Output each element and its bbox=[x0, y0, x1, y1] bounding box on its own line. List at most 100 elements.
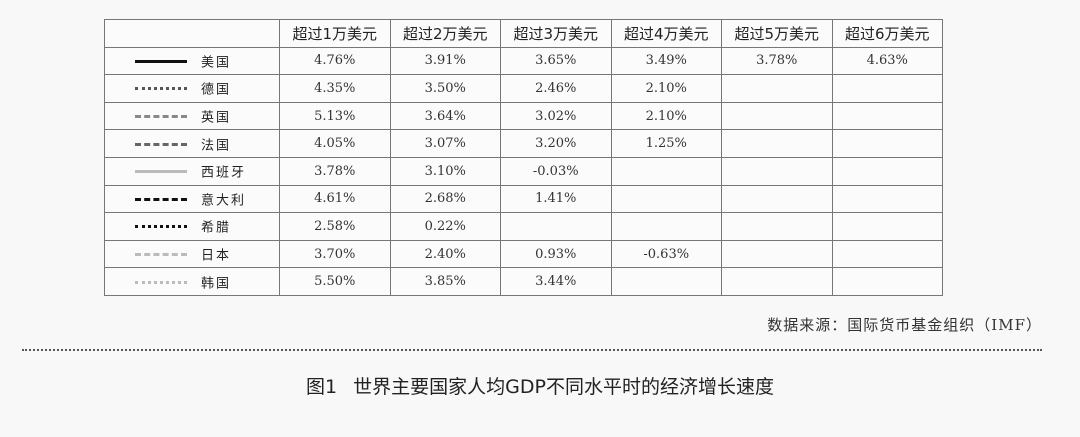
growth-value-cell bbox=[721, 129, 833, 158]
table-row: 西班牙 3.78% 3.10% -0.03% bbox=[104, 156, 943, 186]
legend-cell: 法国 bbox=[104, 129, 280, 158]
table-row: 英国 5.13% 3.64% 3.02% 2.10% bbox=[104, 101, 943, 131]
header-cell-legend bbox=[104, 19, 280, 48]
country-label: 法国 bbox=[201, 138, 232, 154]
growth-value-cell bbox=[721, 267, 833, 296]
growth-value-cell bbox=[831, 239, 943, 269]
growth-value-cell bbox=[610, 184, 722, 214]
growth-value-cell bbox=[721, 156, 833, 186]
growth-value-cell: 3.78% bbox=[721, 46, 833, 76]
growth-value-cell: -0.63% bbox=[610, 239, 722, 269]
growth-value-cell: 3.85% bbox=[389, 267, 501, 296]
growth-value-cell: 2.46% bbox=[500, 74, 612, 103]
table-row: 法国 4.05% 3.07% 3.20% 1.25% bbox=[104, 129, 943, 158]
growth-value-cell: 5.13% bbox=[279, 101, 391, 131]
table-row: 德国 4.35% 3.50% 2.46% 2.10% bbox=[104, 74, 943, 103]
growth-value-cell: 3.78% bbox=[279, 156, 391, 186]
growth-value-cell: 1.41% bbox=[500, 184, 612, 214]
growth-value-cell: 3.44% bbox=[500, 267, 612, 296]
growth-value-cell: 2.68% bbox=[389, 184, 501, 214]
header-cell: 超过4万美元 bbox=[610, 19, 722, 48]
header-cell: 超过1万美元 bbox=[279, 19, 391, 48]
table-row: 美国 4.76% 3.91% 3.65% 3.49% 3.78% 4.63% bbox=[104, 46, 943, 76]
growth-value-cell: 0.22% bbox=[389, 212, 501, 241]
legend-line-swatch bbox=[135, 280, 187, 284]
growth-value-cell: 2.10% bbox=[610, 74, 722, 103]
growth-value-cell: 3.10% bbox=[389, 156, 501, 186]
legend-line-swatch bbox=[135, 87, 187, 91]
country-label: 韩国 bbox=[201, 276, 232, 292]
growth-value-cell bbox=[831, 184, 943, 214]
growth-value-cell: 3.65% bbox=[500, 46, 612, 76]
growth-value-cell: 2.40% bbox=[389, 239, 501, 269]
legend-line-swatch bbox=[135, 253, 187, 257]
growth-value-cell: 1.25% bbox=[610, 129, 722, 158]
table-row: 韩国 5.50% 3.85% 3.44% bbox=[104, 267, 943, 296]
header-cell: 超过5万美元 bbox=[721, 19, 833, 48]
table-row: 希腊 2.58% 0.22% bbox=[104, 212, 943, 241]
growth-value-cell bbox=[831, 74, 943, 103]
table-row: 日本 3.70% 2.40% 0.93% -0.63% bbox=[104, 239, 943, 269]
growth-value-cell: 4.05% bbox=[279, 129, 391, 158]
growth-value-cell: 0.93% bbox=[500, 239, 612, 269]
growth-value-cell: 3.50% bbox=[389, 74, 501, 103]
figure-label: 图1 bbox=[306, 376, 338, 398]
growth-value-cell bbox=[500, 212, 612, 241]
legend-cell: 西班牙 bbox=[104, 156, 280, 186]
dotted-divider bbox=[22, 349, 1042, 351]
legend-cell: 韩国 bbox=[104, 267, 280, 296]
growth-value-cell bbox=[831, 129, 943, 158]
legend-line-swatch bbox=[135, 115, 187, 119]
growth-table-container: 超过1万美元 超过2万美元 超过3万美元 超过4万美元 超过5万美元 超过6万美… bbox=[104, 19, 943, 296]
country-label: 英国 bbox=[201, 110, 232, 126]
country-label: 意大利 bbox=[201, 193, 247, 209]
growth-value-cell: 4.76% bbox=[279, 46, 391, 76]
growth-value-cell: -0.03% bbox=[500, 156, 612, 186]
growth-value-cell bbox=[610, 156, 722, 186]
data-source-note: 数据来源：国际货币基金组织（IMF） bbox=[767, 316, 1042, 334]
country-label: 日本 bbox=[201, 248, 232, 264]
figure-caption: 图1 世界主要国家人均GDP不同水平时的经济增长速度 bbox=[0, 372, 1080, 399]
country-label: 德国 bbox=[201, 82, 232, 98]
growth-value-cell: 2.10% bbox=[610, 101, 722, 131]
growth-value-cell bbox=[610, 267, 722, 296]
growth-value-cell bbox=[831, 212, 943, 241]
growth-value-cell: 4.61% bbox=[279, 184, 391, 214]
header-cell: 超过2万美元 bbox=[389, 19, 501, 48]
legend-line-swatch bbox=[135, 59, 187, 63]
country-label: 希腊 bbox=[201, 220, 232, 236]
growth-rate-table: 超过1万美元 超过2万美元 超过3万美元 超过4万美元 超过5万美元 超过6万美… bbox=[104, 19, 943, 296]
legend-line-swatch bbox=[135, 170, 187, 174]
growth-value-cell: 3.20% bbox=[500, 129, 612, 158]
header-cell: 超过6万美元 bbox=[831, 19, 943, 48]
growth-value-cell bbox=[721, 74, 833, 103]
table-body: 美国 4.76% 3.91% 3.65% 3.49% 3.78% 4.63% 德国 4.35% 3… bbox=[104, 46, 943, 296]
growth-value-cell bbox=[610, 212, 722, 241]
growth-value-cell: 3.70% bbox=[279, 239, 391, 269]
growth-value-cell bbox=[721, 239, 833, 269]
legend-cell: 希腊 bbox=[104, 212, 280, 241]
growth-value-cell: 3.07% bbox=[389, 129, 501, 158]
growth-value-cell bbox=[831, 267, 943, 296]
legend-cell: 意大利 bbox=[104, 184, 280, 214]
figure-title: 世界主要国家人均GDP不同水平时的经济增长速度 bbox=[353, 376, 774, 398]
legend-line-swatch bbox=[135, 197, 187, 201]
country-label: 美国 bbox=[201, 55, 232, 71]
legend-cell: 英国 bbox=[104, 101, 280, 131]
growth-value-cell: 2.58% bbox=[279, 212, 391, 241]
growth-value-cell: 3.64% bbox=[389, 101, 501, 131]
growth-value-cell: 3.91% bbox=[389, 46, 501, 76]
growth-value-cell: 4.35% bbox=[279, 74, 391, 103]
growth-value-cell: 4.63% bbox=[831, 46, 943, 76]
legend-cell: 日本 bbox=[104, 239, 280, 269]
growth-value-cell: 3.02% bbox=[500, 101, 612, 131]
growth-value-cell bbox=[721, 212, 833, 241]
legend-cell: 德国 bbox=[104, 74, 280, 103]
country-label: 西班牙 bbox=[201, 165, 247, 181]
growth-value-cell: 3.49% bbox=[610, 46, 722, 76]
growth-value-cell: 5.50% bbox=[279, 267, 391, 296]
table-row: 意大利 4.61% 2.68% 1.41% bbox=[104, 184, 943, 214]
growth-value-cell bbox=[831, 101, 943, 131]
growth-value-cell bbox=[721, 184, 833, 214]
legend-line-swatch bbox=[135, 142, 187, 146]
